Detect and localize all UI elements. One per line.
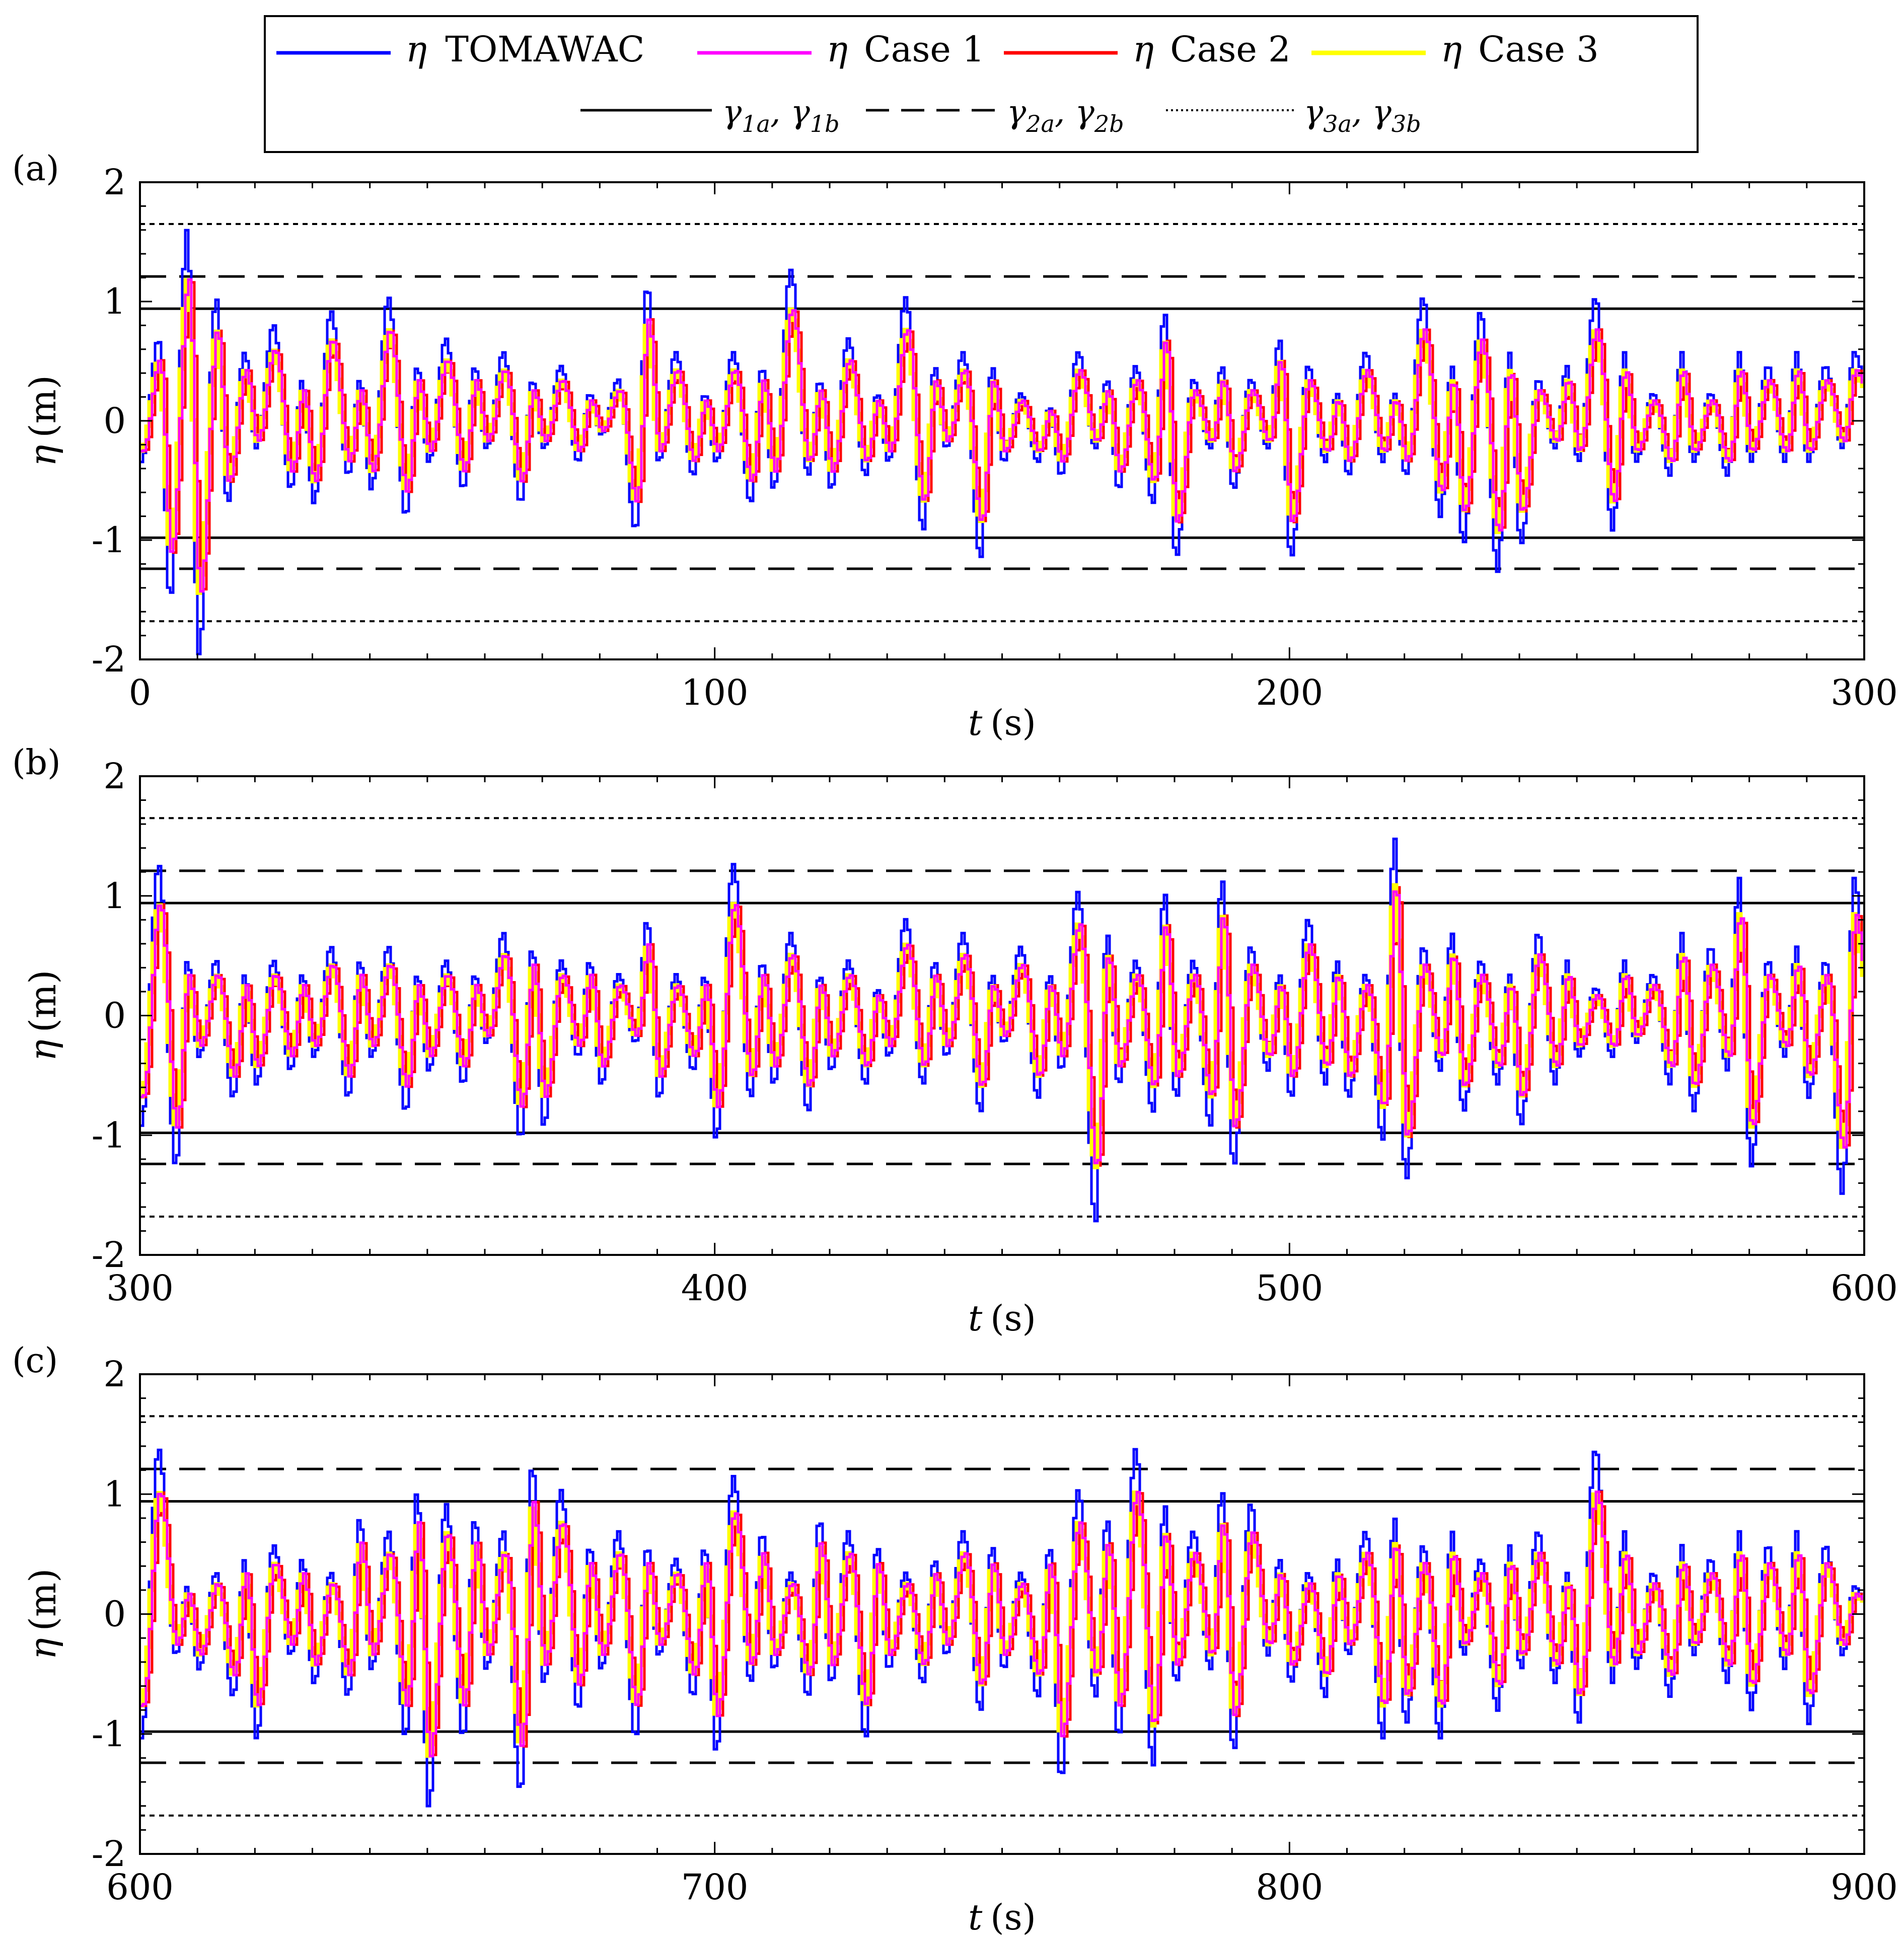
y-axis-label: η(m) bbox=[22, 970, 64, 1062]
panel-label: (c) bbox=[12, 1341, 58, 1381]
legend-label: Case 1 bbox=[864, 29, 984, 70]
svg-text:γ1a, γ1b: γ1a, γ1b bbox=[722, 94, 840, 137]
y-tick-label: 2 bbox=[103, 1354, 126, 1395]
legend-entry-gamma-1: γ1a, γ1b bbox=[580, 94, 840, 137]
legend-symbol: η bbox=[1441, 29, 1462, 70]
svg-text:η Case 3: η Case 3 bbox=[1441, 29, 1599, 70]
x-axis-label: t (s) bbox=[968, 702, 1036, 743]
x-tick-label: 0 bbox=[129, 672, 152, 713]
legend-symbol: η bbox=[827, 29, 848, 70]
panel-c: (c) 600 700 800 900 -2 -1 0 1 2 t (s) η(m) bbox=[12, 1341, 1898, 1938]
y-tick-label: -2 bbox=[92, 1234, 126, 1276]
legend-subscript: 1b bbox=[810, 110, 840, 137]
panel-a: (a) 0 100 200 300 -2 -1 0 1 2 t (s) η(m) bbox=[12, 149, 1898, 743]
y-tick-label: -1 bbox=[92, 519, 126, 561]
x-axis-label: t (s) bbox=[968, 1897, 1036, 1938]
legend-subscript: 3b bbox=[1392, 110, 1421, 137]
svg-text:η Case 1: η Case 1 bbox=[827, 29, 985, 70]
y-tick-label: -2 bbox=[92, 1833, 126, 1875]
legend-label: TOMAWAC bbox=[445, 29, 644, 70]
svg-text:γ2a, γ2b: γ2a, γ2b bbox=[1007, 94, 1124, 137]
x-tick-label: 300 bbox=[1830, 672, 1898, 713]
svg-text:γ3a, γ3b: γ3a, γ3b bbox=[1304, 94, 1421, 137]
y-axis-label: η(m) bbox=[22, 375, 64, 467]
legend-gamma: γ bbox=[791, 94, 811, 131]
x-tick-label: 700 bbox=[681, 1867, 749, 1908]
panel-b: (b) 300 400 500 600 -2 -1 0 1 2 t (s) η(m) bbox=[12, 743, 1898, 1339]
series-line-tomawac bbox=[140, 1448, 1863, 1808]
y-tick-label: 0 bbox=[103, 995, 126, 1036]
legend-gamma: γ bbox=[1372, 94, 1392, 131]
y-tick-label: 0 bbox=[103, 1594, 126, 1635]
x-tick-label: 900 bbox=[1830, 1867, 1898, 1908]
series-line-case-3 bbox=[140, 883, 1864, 1169]
y-tick-label: 1 bbox=[103, 281, 126, 322]
legend-subscript: 2b bbox=[1094, 110, 1124, 137]
y-tick-label: 1 bbox=[103, 875, 126, 917]
y-tick-label: 0 bbox=[103, 400, 126, 441]
x-axis-label: t (s) bbox=[968, 1298, 1036, 1339]
panel-label: (b) bbox=[12, 743, 61, 783]
legend-subscript: 1a bbox=[742, 110, 770, 137]
y-tick-label: -2 bbox=[92, 639, 126, 680]
y-tick-label: -1 bbox=[92, 1114, 126, 1156]
x-tick-label: 200 bbox=[1256, 672, 1324, 713]
x-tick-label: 800 bbox=[1256, 1867, 1324, 1908]
x-tick-label: 600 bbox=[1830, 1267, 1898, 1309]
legend-gamma: γ bbox=[1304, 94, 1324, 131]
legend-entry-case-1: η Case 1 bbox=[697, 29, 985, 70]
series-line-case-3 bbox=[140, 278, 1864, 595]
y-tick-label: 2 bbox=[103, 162, 126, 203]
y-tick-label: 2 bbox=[103, 756, 126, 797]
legend-symbol: η bbox=[1133, 29, 1154, 70]
legend-gamma: γ bbox=[1007, 94, 1027, 131]
legend-entry-tomawac: η TOMAWAC bbox=[276, 29, 644, 70]
x-tick-label: 100 bbox=[681, 672, 749, 713]
legend-entry-case-3: η Case 3 bbox=[1311, 29, 1599, 70]
legend-subscript: 3a bbox=[1323, 110, 1352, 137]
legend-entry-gamma-3: γ3a, γ3b bbox=[1166, 94, 1421, 137]
series-line-tomawac bbox=[140, 838, 1863, 1223]
svg-text:η Case 2: η Case 2 bbox=[1133, 29, 1291, 70]
legend: η TOMAWAC η Case 1 η Case 2 η Case 3 bbox=[264, 15, 1699, 153]
x-tick-label: 600 bbox=[106, 1867, 174, 1908]
y-tick-label: 1 bbox=[103, 1473, 126, 1515]
legend-frame bbox=[264, 15, 1699, 153]
legend-symbol: η bbox=[406, 29, 427, 70]
svg-text:η TOMAWAC: η TOMAWAC bbox=[406, 29, 644, 70]
legend-gamma: γ bbox=[1075, 94, 1095, 131]
x-tick-label: 500 bbox=[1256, 1267, 1324, 1309]
panel-label: (a) bbox=[12, 149, 59, 189]
series-line-case-1 bbox=[140, 890, 1863, 1164]
legend-subscript: 2a bbox=[1026, 110, 1055, 137]
x-tick-label: 400 bbox=[681, 1267, 749, 1309]
y-tick-label: -1 bbox=[92, 1713, 126, 1755]
legend-label: Case 2 bbox=[1170, 29, 1290, 70]
series-line-case-3 bbox=[140, 1490, 1864, 1758]
series-line-tomawac bbox=[140, 229, 1863, 655]
y-axis-label: η(m) bbox=[22, 1569, 64, 1660]
legend-gamma: γ bbox=[722, 94, 742, 131]
series-line-case-1 bbox=[140, 278, 1863, 593]
legend-entry-case-2: η Case 2 bbox=[1004, 29, 1291, 70]
legend-entry-gamma-2: γ2a, γ2b bbox=[866, 94, 1124, 137]
x-tick-label: 300 bbox=[106, 1267, 174, 1309]
legend-label: Case 3 bbox=[1478, 29, 1598, 70]
series-line-case-1 bbox=[140, 1490, 1863, 1758]
